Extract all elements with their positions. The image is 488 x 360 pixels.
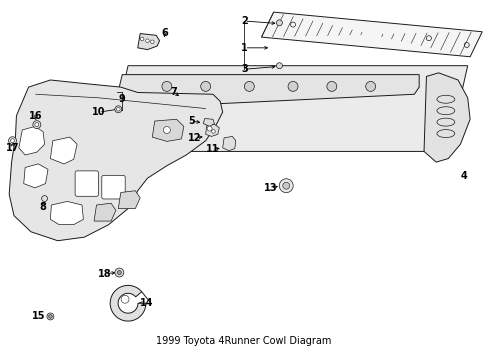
Text: 9: 9 (119, 94, 125, 104)
Text: 5: 5 (187, 116, 194, 126)
FancyBboxPatch shape (75, 171, 98, 196)
Circle shape (33, 121, 41, 129)
Circle shape (206, 126, 212, 131)
Polygon shape (50, 202, 83, 225)
Polygon shape (108, 66, 467, 152)
Text: 16: 16 (29, 111, 42, 121)
Text: 2: 2 (241, 16, 247, 26)
Polygon shape (222, 136, 235, 151)
Circle shape (163, 126, 170, 134)
Circle shape (145, 39, 149, 42)
Polygon shape (152, 119, 183, 141)
Text: 3: 3 (241, 64, 247, 74)
Circle shape (115, 106, 122, 113)
Text: 6: 6 (161, 28, 167, 38)
Polygon shape (205, 124, 219, 136)
Text: 10: 10 (92, 107, 105, 117)
Circle shape (48, 315, 52, 318)
Circle shape (279, 179, 293, 193)
Circle shape (326, 81, 336, 91)
Polygon shape (203, 118, 214, 126)
Circle shape (47, 313, 54, 320)
Circle shape (11, 139, 15, 143)
Polygon shape (94, 203, 116, 221)
Polygon shape (423, 73, 469, 162)
Text: 13: 13 (264, 183, 277, 193)
Circle shape (115, 268, 123, 277)
Circle shape (41, 195, 47, 202)
Polygon shape (110, 285, 145, 321)
Polygon shape (118, 191, 140, 208)
Polygon shape (9, 80, 222, 241)
Circle shape (9, 137, 17, 145)
Text: 17: 17 (6, 143, 19, 153)
Polygon shape (24, 164, 48, 188)
Text: 14: 14 (140, 298, 153, 308)
Circle shape (200, 81, 210, 91)
Text: 12: 12 (188, 133, 202, 143)
Circle shape (282, 182, 289, 189)
Circle shape (365, 81, 375, 91)
Circle shape (140, 37, 143, 41)
Circle shape (150, 40, 154, 44)
Circle shape (116, 108, 120, 111)
Text: 11: 11 (206, 144, 219, 154)
Circle shape (276, 20, 282, 26)
Circle shape (162, 81, 171, 91)
Polygon shape (116, 75, 418, 109)
Text: 1: 1 (241, 43, 247, 53)
Text: 4: 4 (460, 171, 466, 181)
Text: 8: 8 (40, 202, 46, 212)
Polygon shape (261, 12, 481, 57)
Text: 15: 15 (31, 311, 45, 321)
Circle shape (244, 81, 254, 91)
Circle shape (117, 270, 121, 275)
Circle shape (276, 63, 282, 69)
Polygon shape (19, 126, 44, 155)
FancyBboxPatch shape (102, 175, 125, 199)
Circle shape (35, 123, 39, 127)
Text: 7: 7 (170, 87, 177, 98)
Circle shape (211, 130, 215, 133)
Text: 18: 18 (98, 269, 111, 279)
Text: 1999 Toyota 4Runner Cowl Diagram: 1999 Toyota 4Runner Cowl Diagram (156, 336, 331, 346)
Circle shape (287, 81, 297, 91)
Polygon shape (50, 137, 77, 164)
Polygon shape (138, 33, 159, 50)
